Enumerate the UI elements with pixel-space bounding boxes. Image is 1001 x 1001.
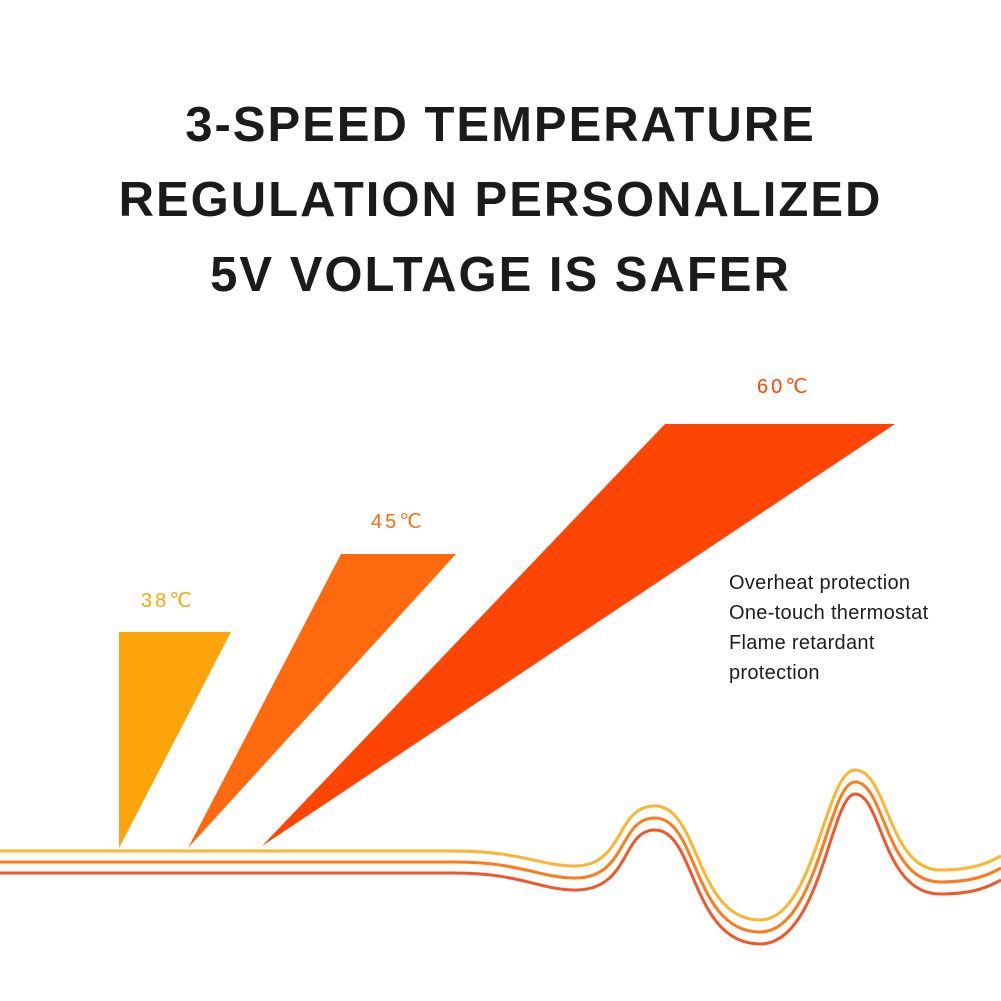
level-60-wedge <box>262 424 895 846</box>
level-60-label: 60℃ <box>757 376 811 398</box>
heating-wire-middle <box>0 780 1001 934</box>
feature-item-overheat: Overheat protection <box>729 572 911 594</box>
feature-list: Overheat protection One-touch thermostat… <box>729 568 997 688</box>
level-38-label: 38℃ <box>141 590 195 612</box>
headline-line-3: 5V VOLTAGE IS SAFER <box>210 248 791 302</box>
headline-line-2: REGULATION PERSONALIZED <box>118 173 883 227</box>
headline: 3-SPEED TEMPERATURE REGULATION PERSONALI… <box>0 88 1001 313</box>
level-45-label: 45℃ <box>371 511 425 533</box>
feature-item-flame: Flame retardant <box>729 632 875 654</box>
feature-item-thermostat: One-touch thermostat <box>729 602 929 624</box>
feature-item-flame-cont: protection <box>729 662 820 684</box>
headline-line-1: 3-SPEED TEMPERATURE <box>185 98 816 152</box>
level-45-wedge <box>188 554 456 848</box>
heating-wire-top <box>0 768 1001 922</box>
level-38-wedge <box>119 632 231 848</box>
heating-wire-bottom <box>0 792 1001 946</box>
